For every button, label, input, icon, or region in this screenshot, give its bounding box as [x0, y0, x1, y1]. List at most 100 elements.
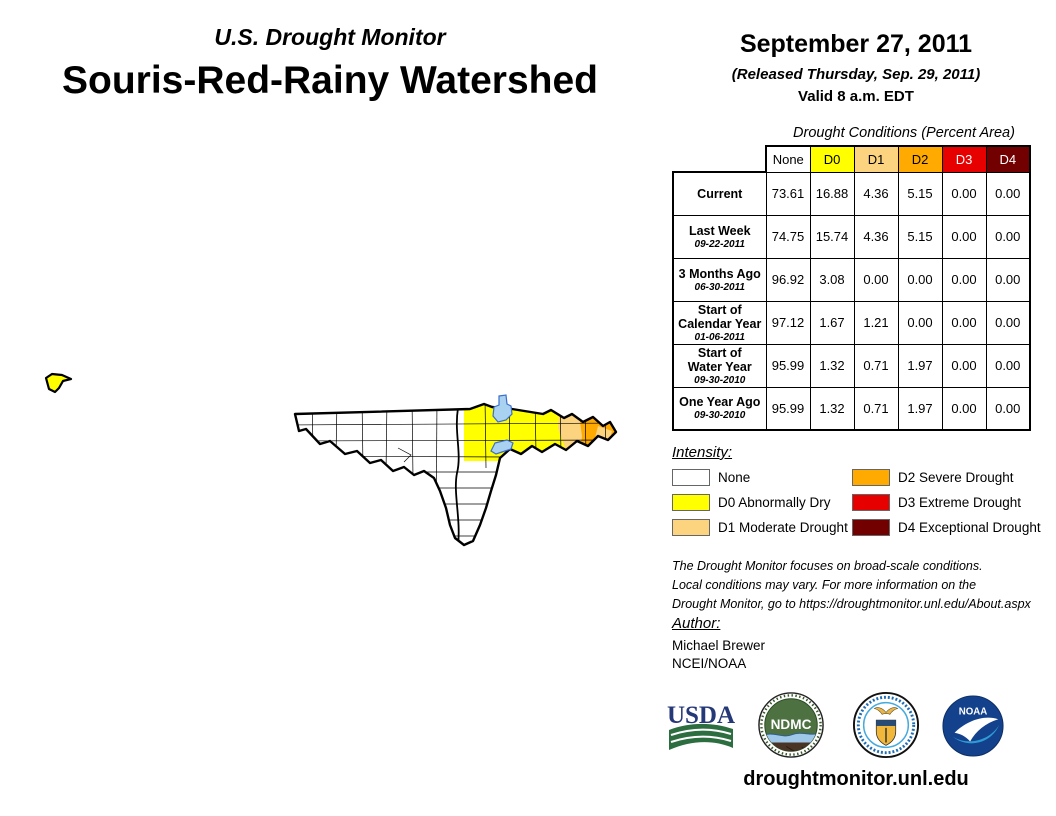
cell: 4.36 — [853, 214, 899, 259]
cell: 95.99 — [765, 386, 811, 431]
commerce-seal-svg — [852, 691, 920, 759]
release-date: (Released Thursday, Sep. 29, 2011) — [731, 66, 981, 83]
legend-item-d1: D1 Moderate Drought — [672, 519, 848, 536]
cell: 0.00 — [941, 214, 987, 259]
row-label-start-water-year: Start of Water Year 09-30-2010 — [672, 343, 767, 388]
row-label-3-months-ago: 3 Months Ago 06-30-2011 — [672, 257, 767, 302]
noaa-logo-svg: NOAA — [942, 695, 1004, 757]
cell: 1.97 — [897, 343, 943, 388]
cell: 95.99 — [765, 343, 811, 388]
watershed-fragment-svg — [44, 372, 73, 394]
cell: 0.00 — [897, 300, 943, 345]
cell: 0.00 — [941, 300, 987, 345]
cell: 73.61 — [765, 171, 811, 216]
table-corner-cell — [673, 146, 766, 172]
table-row: Current 73.61 16.88 4.36 5.15 0.00 0.00 — [672, 171, 1031, 216]
legend-item-d0: D0 Abnormally Dry — [672, 494, 831, 511]
cell: 0.00 — [985, 214, 1031, 259]
ndmc-logo: NDMC — [757, 691, 825, 764]
legend-swatch-d1 — [672, 519, 710, 536]
usda-logo: USDA — [667, 700, 735, 759]
cell: 0.00 — [985, 386, 1031, 431]
table-row: One Year Ago 09-30-2010 95.99 1.32 0.71 1… — [672, 386, 1031, 431]
legend-item-d4: D4 Exceptional Drought — [852, 519, 1041, 536]
table-header-row: None D0 D1 D2 D3 D4 — [673, 145, 1031, 173]
cell: 0.00 — [985, 257, 1031, 302]
legend-swatch-d3 — [852, 494, 890, 511]
watershed-fragment-west — [42, 370, 78, 400]
header: U.S. Drought Monitor Souris-Red-Rainy Wa… — [10, 24, 650, 103]
lake-upper — [492, 394, 513, 423]
legend-swatch-d4 — [852, 519, 890, 536]
cell: 0.00 — [985, 171, 1031, 216]
cell: 0.00 — [897, 257, 943, 302]
watershed-outline — [293, 402, 618, 547]
site-url: droughtmonitor.unl.edu — [743, 768, 969, 790]
legend-swatch-d2 — [852, 469, 890, 486]
row-label-start-calendar-year: Start of Calendar Year 01-06-2011 — [672, 300, 767, 345]
col-d4: D4 — [985, 145, 1031, 173]
col-d3: D3 — [941, 145, 987, 173]
table-row: Last Week 09-22-2011 74.75 15.74 4.36 5.1… — [672, 214, 1031, 259]
date-block: September 27, 2011 (Released Thursday, S… — [660, 30, 1052, 105]
table-row: Start of Water Year 09-30-2010 95.99 1.32… — [672, 343, 1031, 388]
cell: 1.67 — [809, 300, 855, 345]
row-label-one-year-ago: One Year Ago 09-30-2010 — [672, 386, 767, 431]
cell: 0.00 — [985, 300, 1031, 345]
cell: 5.15 — [897, 214, 943, 259]
usda-logo-svg: USDA — [667, 702, 735, 750]
col-d1: D1 — [853, 145, 899, 173]
cell: 1.32 — [809, 386, 855, 431]
author-name: Michael Brewer — [672, 638, 766, 653]
row-label-last-week: Last Week 09-22-2011 — [672, 214, 767, 259]
cell: 96.92 — [765, 257, 811, 302]
noaa-logo: NOAA — [941, 694, 1005, 763]
cell: 0.71 — [853, 386, 899, 431]
ndmc-logo-svg: NDMC — [758, 692, 824, 758]
col-none: None — [765, 145, 811, 173]
cell: 0.00 — [985, 343, 1031, 388]
conditions-table: None D0 D1 D2 D3 D4 Current 73.61 16.88 … — [672, 145, 1031, 431]
watershed-map-svg — [293, 394, 618, 547]
cell: 3.08 — [809, 257, 855, 302]
legend-item-d3: D3 Extreme Drought — [852, 494, 1021, 511]
cell: 5.15 — [897, 171, 943, 216]
ndmc-logo-text: NDMC — [771, 717, 812, 732]
valid-time: Valid 8 a.m. EDT — [798, 88, 914, 105]
legend-swatch-none — [672, 469, 710, 486]
table-row: 3 Months Ago 06-30-2011 96.92 3.08 0.00 0… — [672, 257, 1031, 302]
cell: 16.88 — [809, 171, 855, 216]
cell: 15.74 — [809, 214, 855, 259]
cell: 0.00 — [941, 386, 987, 431]
disclaimer-text: The Drought Monitor focuses on broad-sca… — [672, 559, 1031, 611]
report-kicker: U.S. Drought Monitor — [214, 24, 446, 50]
cell: 0.00 — [941, 257, 987, 302]
cell: 0.00 — [941, 343, 987, 388]
author-heading: Author: — [672, 615, 721, 632]
cell: 1.21 — [853, 300, 899, 345]
row-label-current: Current — [672, 171, 767, 216]
legend-item-d2: D2 Severe Drought — [852, 469, 1014, 486]
cell: 0.00 — [941, 171, 987, 216]
table-row: Start of Calendar Year 01-06-2011 97.12 1… — [672, 300, 1031, 345]
table-caption: Drought Conditions (Percent Area) — [793, 125, 1015, 141]
commerce-seal-logo — [852, 691, 920, 764]
cell: 1.97 — [897, 386, 943, 431]
col-d0: D0 — [809, 145, 855, 173]
author-org: NCEI/NOAA — [672, 656, 747, 671]
watershed-map — [280, 394, 625, 550]
cell: 0.00 — [853, 257, 899, 302]
watershed-fragment-shape — [44, 372, 73, 394]
legend-swatch-d0 — [672, 494, 710, 511]
lake-lower — [490, 439, 514, 455]
legend-item-none: None — [672, 469, 750, 486]
cell: 74.75 — [765, 214, 811, 259]
map-date: September 27, 2011 — [739, 30, 973, 58]
state-boundary-line — [454, 407, 460, 545]
col-d2: D2 — [897, 145, 943, 173]
cell: 0.71 — [853, 343, 899, 388]
cell: 97.12 — [765, 300, 811, 345]
cell: 4.36 — [853, 171, 899, 216]
intensity-heading: Intensity: — [672, 444, 733, 461]
